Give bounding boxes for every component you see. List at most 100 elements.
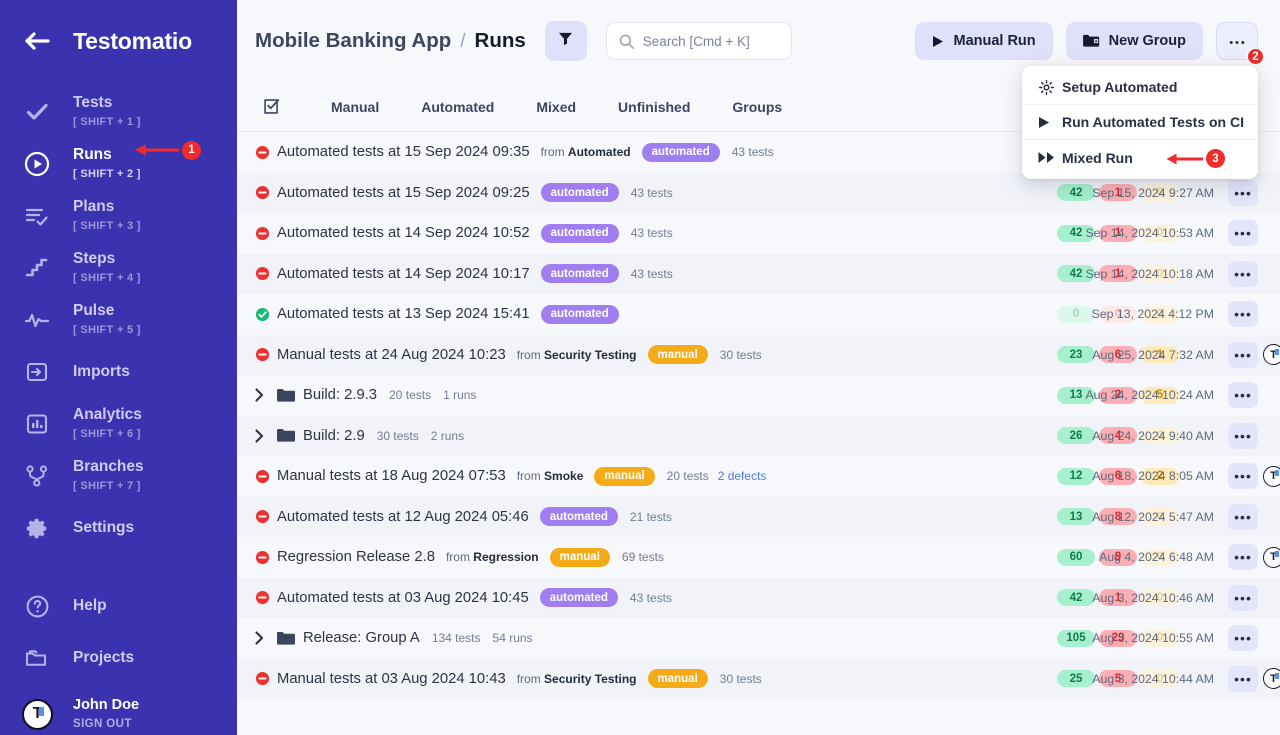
top-bar: Mobile Banking App / Runs	[237, 0, 1280, 82]
tab-mixed[interactable]: Mixed	[536, 98, 577, 115]
row-more-button[interactable]: •••	[1228, 260, 1258, 287]
row-more-button[interactable]: •••	[1228, 503, 1258, 530]
sidebar-item-pulse[interactable]: Pulse [ SHIFT + 5 ]	[0, 294, 237, 346]
arrow-left-icon[interactable]	[22, 26, 52, 56]
sidebar-item-runs[interactable]: Runs [ SHIFT + 2 ]	[0, 138, 237, 190]
search-input[interactable]	[642, 33, 779, 49]
stat-passed: 13	[1057, 386, 1095, 404]
table-row[interactable]: Automated tests at 12 Aug 2024 05:46 auto…	[237, 496, 1280, 537]
table-row[interactable]: Automated tests at 14 Sep 2024 10:52 auto…	[237, 213, 1280, 254]
brand-name[interactable]: Testomatio	[73, 27, 192, 54]
row-source: from Regression	[445, 550, 539, 565]
filter-button[interactable]	[544, 21, 587, 61]
menu-item-setup-automated[interactable]: Setup Automated	[1022, 70, 1258, 105]
table-row[interactable]: Automated tests at 03 Aug 2024 10:45 auto…	[237, 577, 1280, 618]
row-defects-link[interactable]: 2 defects	[717, 469, 767, 484]
row-date: Sep 13, 2024 4:12 PM	[1091, 307, 1214, 322]
row-more-button[interactable]: •••	[1228, 179, 1258, 206]
row-date: Aug 3, 2024 10:44 AM	[1092, 671, 1214, 686]
row-more-button[interactable]: •••	[1228, 625, 1258, 652]
sidebar-item-tests[interactable]: Tests [ SHIFT + 1 ]	[0, 86, 237, 138]
row-stats: 23 6 1	[1057, 346, 1183, 364]
row-title: Automated tests at 15 Sep 2024 09:25	[277, 184, 530, 201]
tab-manual[interactable]: Manual	[331, 98, 380, 115]
sidebar: Testomatio Tests [ SHIFT + 1 ]	[0, 0, 237, 735]
row-date: Aug 18, 2024 8:05 AM	[1092, 469, 1214, 484]
expand-chevron-icon[interactable]	[255, 388, 277, 402]
row-tag: automated	[540, 223, 619, 243]
stat-failed: 1	[1099, 224, 1137, 242]
tab-automated[interactable]: Automated	[421, 98, 495, 115]
row-avatar: T	[1263, 668, 1280, 690]
sidebar-item-help[interactable]: Help	[0, 580, 237, 632]
sidebar-item-imports[interactable]: Imports	[0, 346, 237, 398]
row-test-count: 21 tests	[629, 509, 672, 524]
tab-bar: Manual Automated Mixed Unfinished Groups	[237, 82, 1280, 131]
table-row[interactable]: Regression Release 2.8 from Regression man…	[237, 537, 1280, 578]
avatar-accent-mark	[39, 706, 44, 716]
breadcrumb-project[interactable]: Mobile Banking App	[255, 29, 452, 52]
row-more-button[interactable]: •••	[1228, 665, 1258, 692]
sidebar-item-analytics[interactable]: Analytics [ SHIFT + 6 ]	[0, 398, 237, 450]
row-more-button[interactable]: •••	[1228, 301, 1258, 328]
bar-chart-icon	[22, 409, 52, 439]
row-stats: 12 6 2	[1057, 467, 1183, 485]
row-more-button[interactable]: •••	[1228, 422, 1258, 449]
sidebar-item-branches[interactable]: Branches [ SHIFT + 7 ]	[0, 450, 237, 502]
checklist-icon[interactable]	[255, 97, 289, 116]
table-row[interactable]: Automated tests at 14 Sep 2024 10:17 auto…	[237, 253, 1280, 294]
play-circle-icon	[22, 149, 52, 179]
menu-item-mixed-run[interactable]: Mixed Run 3	[1022, 140, 1258, 175]
row-more-button[interactable]: •••	[1228, 382, 1258, 409]
more-actions-button[interactable]: 2	[1216, 22, 1265, 66]
double-play-icon	[1038, 151, 1062, 164]
row-more-button[interactable]: •••	[1228, 463, 1258, 490]
status-pass-icon	[255, 307, 277, 322]
row-date: Sep 14, 2024 10:18 AM	[1085, 266, 1214, 281]
search-box[interactable]	[605, 22, 792, 60]
sidebar-item-label: Projects	[73, 649, 135, 667]
sidebar-item-steps[interactable]: Steps [ SHIFT + 4 ]	[0, 242, 237, 294]
expand-chevron-icon[interactable]	[255, 429, 277, 443]
sidebar-item-plans[interactable]: Plans [ SHIFT + 3 ]	[0, 190, 237, 242]
manual-run-button[interactable]: Manual Run	[915, 22, 1053, 60]
new-group-button[interactable]: New Group	[1065, 22, 1203, 60]
menu-item-run-automated-tests-on-ci[interactable]: Run Automated Tests on CI	[1022, 105, 1258, 140]
row-tag: automated	[540, 183, 619, 203]
sign-out-link[interactable]: SIGN OUT	[73, 718, 132, 731]
row-more-button[interactable]: •••	[1228, 220, 1258, 247]
table-row-group[interactable]: Build: 2.9 30 tests 2 runs 26 4 0 Aug 24, 2024…	[237, 415, 1280, 456]
table-row[interactable]: Automated tests at 15 Sep 2024 09:25 auto…	[237, 172, 1280, 213]
row-avatar: T	[1263, 546, 1280, 568]
table-row[interactable]: Manual tests at 24 Aug 2024 10:23 from Se…	[237, 334, 1280, 375]
sidebar-nav: Tests [ SHIFT + 1 ] Runs [ SHIFT + 2 ]	[0, 86, 237, 733]
page-title: Runs	[474, 29, 526, 52]
table-row-group[interactable]: Build: 2.9.3 20 tests 1 runs 13 2 5 Aug 24, 20…	[237, 375, 1280, 416]
row-avatar: T	[1263, 344, 1280, 366]
table-row[interactable]: Automated tests at 13 Sep 2024 15:41 auto…	[237, 294, 1280, 335]
row-tag: automated	[540, 264, 619, 284]
sidebar-item-settings[interactable]: Settings	[0, 502, 237, 554]
stat-passed: 12	[1057, 467, 1095, 485]
row-more-button[interactable]: •••	[1228, 341, 1258, 368]
sidebar-item-shortcut: [ SHIFT + 5 ]	[73, 324, 141, 336]
branch-icon	[22, 461, 52, 491]
sidebar-item-projects[interactable]: Projects	[0, 632, 237, 684]
table-row-group[interactable]: Release: Group A 134 tests 54 runs 105 29 0 Au…	[237, 618, 1280, 659]
stat-skipped: 0	[1141, 629, 1179, 647]
stat-failed: 6	[1099, 346, 1137, 364]
tab-groups[interactable]: Groups	[732, 98, 783, 115]
status-fail-icon	[255, 226, 277, 241]
status-fail-icon	[255, 509, 277, 524]
row-more-button[interactable]: •••	[1228, 544, 1258, 571]
tab-unfinished[interactable]: Unfinished	[618, 98, 691, 115]
row-more-button[interactable]: •••	[1228, 584, 1258, 611]
table-row[interactable]: Manual tests at 18 Aug 2024 07:53 from Sm…	[237, 456, 1280, 497]
sidebar-user[interactable]: T John Doe SIGN OUT	[0, 696, 237, 733]
table-row[interactable]: Manual tests at 03 Aug 2024 10:43 from Se…	[237, 658, 1280, 699]
folder-plus-icon	[1082, 34, 1100, 48]
expand-chevron-icon[interactable]	[255, 631, 277, 645]
row-source: from Smoke	[516, 469, 584, 484]
